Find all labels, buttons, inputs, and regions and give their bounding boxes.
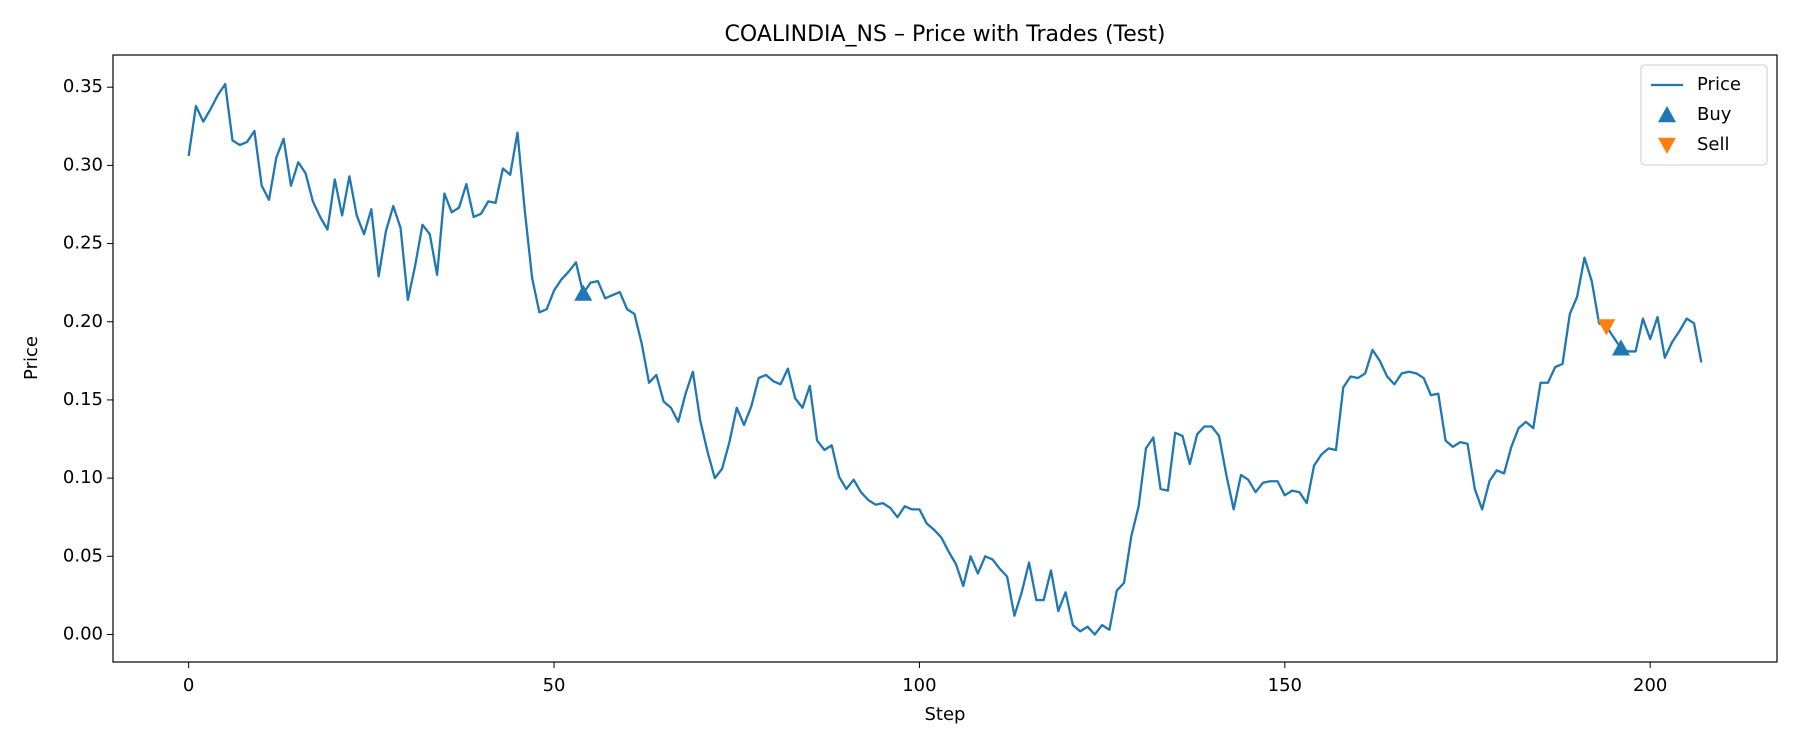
- legend-label: Sell: [1697, 134, 1730, 155]
- trade-marker: [1611, 339, 1630, 356]
- y-tick-label: 0.35: [63, 76, 103, 97]
- x-tick-label: 100: [902, 675, 936, 696]
- chart-title: COALINDIA_NS – Price with Trades (Test): [725, 22, 1166, 47]
- y-tick-label: 0.20: [63, 311, 103, 332]
- y-axis-label: Price: [21, 336, 42, 380]
- trade-marker: [574, 284, 593, 301]
- price-line: [187, 82, 1703, 636]
- y-tick-label: 0.00: [63, 623, 103, 644]
- trade-marker: [1597, 319, 1616, 336]
- legend-label: Price: [1697, 74, 1741, 95]
- y-tick-label: 0.30: [63, 154, 103, 175]
- y-tick-label: 0.10: [63, 467, 103, 488]
- y-tick-label: 0.15: [63, 389, 103, 410]
- y-tick-label: 0.25: [63, 233, 103, 254]
- x-tick-label: 200: [1633, 675, 1667, 696]
- x-tick-label: 0: [183, 675, 194, 696]
- y-tick-label: 0.05: [63, 545, 103, 566]
- x-tick-label: 150: [1268, 675, 1302, 696]
- plot-frame: [112, 54, 1778, 663]
- legend-label: Buy: [1697, 104, 1732, 125]
- x-axis-label: Step: [925, 704, 966, 725]
- legend-swatch: [1658, 106, 1676, 123]
- x-tick-label: 50: [543, 675, 566, 696]
- legend-swatch: [1658, 137, 1676, 154]
